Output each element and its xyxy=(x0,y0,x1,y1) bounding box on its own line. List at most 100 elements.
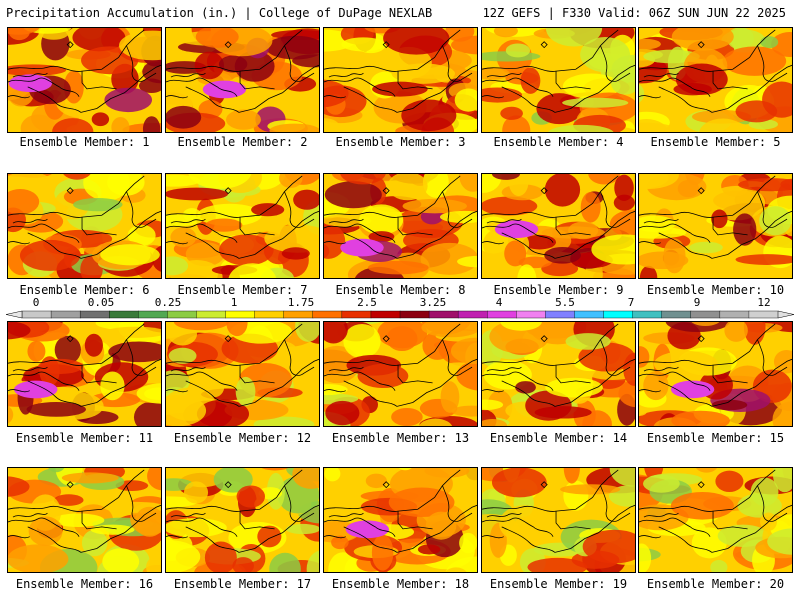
map-boundary-line xyxy=(643,366,679,372)
map-boundary-line xyxy=(284,45,315,82)
precip-contour xyxy=(188,174,252,189)
map-boundary-line xyxy=(442,45,473,82)
map-boundary-line xyxy=(343,504,477,553)
colorbar-segment xyxy=(516,310,546,319)
precip-contour xyxy=(107,174,145,196)
member-label: Ensemble Member: 7 xyxy=(177,283,308,297)
map-boundary-line xyxy=(8,77,80,97)
precip-contour xyxy=(565,333,611,350)
precip-contour xyxy=(563,468,580,484)
precip-contour xyxy=(195,28,239,48)
precip-contour xyxy=(63,174,91,180)
colorbar-segment xyxy=(603,310,634,319)
map-boundary-line xyxy=(482,95,504,99)
precip-contour xyxy=(715,470,744,493)
precip-contour xyxy=(691,322,720,327)
forecast-map-panel xyxy=(638,467,793,573)
precip-contour xyxy=(147,468,161,491)
map-boundary-line xyxy=(166,371,238,391)
map-boundary-line xyxy=(166,241,188,245)
precip-contour xyxy=(72,28,126,52)
map-boundary-line xyxy=(712,365,748,384)
map-boundary-line xyxy=(126,45,157,82)
station-marker-icon xyxy=(540,481,548,489)
map-boundary-line xyxy=(324,29,461,72)
precip-contour xyxy=(91,112,110,127)
colorbar-tick-label: 2.5 xyxy=(357,296,377,309)
precip-contour xyxy=(205,218,243,232)
colorbar-segment xyxy=(138,310,168,319)
colorbar-segment xyxy=(574,310,605,319)
precip-contour xyxy=(737,493,782,518)
colorbar-segment xyxy=(283,310,314,319)
colorbar xyxy=(5,310,795,319)
precip-contour xyxy=(724,322,748,342)
precip-contour xyxy=(293,189,319,210)
forecast-map-panel xyxy=(165,27,320,133)
colorbar-segment xyxy=(399,310,430,319)
map-boundary-line xyxy=(166,77,238,97)
precip-contour xyxy=(580,191,601,223)
precip-contour xyxy=(166,539,201,572)
station-marker-icon xyxy=(540,335,548,343)
colorbar-tick-label: 12 xyxy=(757,296,771,309)
precip-contour xyxy=(733,213,757,246)
map-boundary-line xyxy=(600,485,631,522)
colorbar-tick-label: 9 xyxy=(693,296,701,309)
precip-contour xyxy=(515,381,536,394)
precip-contour xyxy=(520,67,541,94)
member-label: Ensemble Member: 8 xyxy=(335,283,466,297)
precip-contour xyxy=(459,174,477,192)
station-marker-icon xyxy=(224,335,232,343)
forecast-map-panel xyxy=(638,173,793,279)
map-boundary-line xyxy=(482,223,554,243)
precip-contour xyxy=(639,38,661,50)
precip-contour xyxy=(525,390,572,421)
map-boundary-line xyxy=(166,223,238,243)
map-boundary-line xyxy=(81,71,117,90)
map-boundary-line xyxy=(185,504,319,553)
map-boundary-line xyxy=(600,339,631,376)
map-boundary-line xyxy=(482,29,619,72)
map-boundary-line xyxy=(639,95,661,99)
map-boundary-line xyxy=(442,485,473,522)
map-boundary-line xyxy=(81,365,117,384)
precip-contour xyxy=(398,468,412,471)
precip-contour xyxy=(306,550,319,572)
map-boundary-line xyxy=(27,504,161,553)
precip-contour xyxy=(445,567,467,572)
map-boundary-line xyxy=(397,71,433,90)
map-boundary-line xyxy=(170,218,206,224)
station-marker-icon xyxy=(66,481,74,489)
map-boundary-line xyxy=(486,366,522,372)
precip-contour xyxy=(54,335,81,364)
colorbar-tick-label: 7 xyxy=(627,296,635,309)
precip-contour xyxy=(639,174,679,190)
precip-contour xyxy=(562,97,629,108)
colorbar-tick-label: 0.05 xyxy=(87,296,115,309)
station-marker-icon xyxy=(224,481,232,489)
colorbar-segment xyxy=(457,310,488,319)
map-boundary-line xyxy=(185,64,319,113)
precip-contour xyxy=(670,491,734,520)
precip-contour xyxy=(386,326,418,352)
colorbar-max-arrow xyxy=(777,310,795,319)
colorbar-tick-label: 0.25 xyxy=(154,296,182,309)
map-boundary-line xyxy=(8,469,145,512)
map-boundary-line xyxy=(239,217,275,236)
precip-max-core xyxy=(8,74,53,93)
precip-contour xyxy=(562,73,621,99)
precip-contour xyxy=(482,196,538,216)
map-boundary-line xyxy=(324,175,461,218)
precip-contour xyxy=(292,468,319,489)
map-boundary-line xyxy=(639,175,776,218)
precip-contour xyxy=(614,174,634,201)
precip-contour xyxy=(689,241,723,254)
forecast-map-panel xyxy=(7,467,162,573)
precip-contour xyxy=(500,106,523,120)
precip-contour xyxy=(372,81,428,97)
precip-contour xyxy=(535,65,572,80)
map-boundary-line xyxy=(8,95,30,99)
map-boundary-line xyxy=(482,323,619,366)
precip-contour xyxy=(639,405,648,417)
